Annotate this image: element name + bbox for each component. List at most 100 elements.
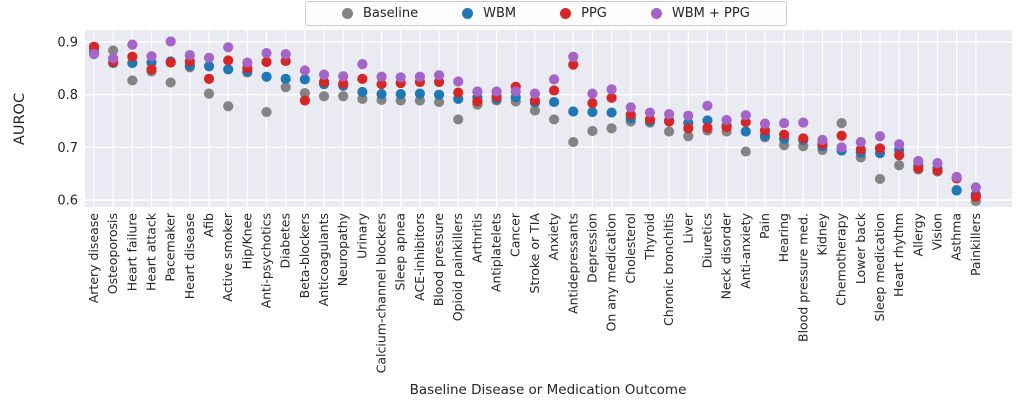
x-tick-labels: Artery disease Osteoporosis Heart failure H…	[86, 212, 983, 373]
data-point-baseline	[299, 87, 310, 99]
y-tick-label: 0.7	[57, 141, 78, 156]
x-tick-label: Heart failure	[124, 213, 139, 292]
y-tick-label: 0.6	[57, 194, 78, 209]
x-tick-label: Chemotherapy	[834, 212, 849, 305]
data-point-baseline	[165, 77, 176, 88]
x-tick-label: Chronic bronchitis	[661, 213, 676, 326]
x-tick-label: Sleep apnea	[393, 213, 408, 291]
data-point-ppg	[548, 85, 560, 96]
data-point-wbm-ppg	[529, 88, 541, 99]
x-tick-label: Antiplatelets	[489, 213, 504, 292]
data-point-ppg	[453, 87, 464, 98]
data-point-wbm-ppg	[548, 74, 560, 85]
data-point-ppg	[798, 133, 809, 144]
x-tick-label: Cholesterol	[623, 213, 638, 284]
x-tick-label: Calcium-channel blockers	[374, 213, 389, 373]
data-point-wbm	[280, 73, 291, 84]
legend-item-wbm: WBM	[440, 6, 538, 21]
data-point-wbm	[261, 71, 272, 82]
x-tick-label: Beta-blockers	[297, 213, 312, 298]
x-tick-label: On any medication	[604, 213, 619, 331]
data-point-wbm-ppg	[108, 53, 119, 64]
y-axis-label: AUROC	[12, 93, 28, 145]
data-point-wbm-ppg	[568, 51, 579, 62]
data-point-ppg	[664, 116, 675, 127]
data-point-wbm	[740, 126, 751, 137]
data-point-wbm-ppg	[836, 142, 847, 153]
data-point-wbm-ppg	[318, 69, 330, 80]
data-point-wbm-ppg	[491, 86, 502, 97]
x-tick-label: Anticoagulants	[316, 213, 331, 306]
data-point-wbm-ppg	[433, 70, 445, 81]
data-point-ppg	[165, 57, 176, 68]
data-point-wbm-ppg	[951, 171, 962, 182]
data-point-wbm-ppg	[261, 47, 272, 59]
data-point-baseline	[664, 126, 675, 137]
data-point-wbm-ppg	[414, 71, 425, 82]
legend-label: WBM + PPG	[671, 6, 750, 21]
data-point-wbm-ppg	[625, 102, 636, 113]
data-point-wbm-ppg	[395, 72, 406, 83]
data-point-wbm-ppg	[970, 182, 981, 193]
data-point-ppg	[357, 73, 368, 84]
x-tick-label: Heart disease	[182, 213, 197, 300]
data-point-wbm-ppg	[644, 107, 656, 118]
x-tick-label: Sleep medication	[872, 213, 887, 321]
x-tick-label: Painkillers	[968, 213, 983, 276]
data-point-ppg	[721, 122, 732, 133]
data-point-ppg	[625, 109, 636, 120]
data-point-baseline	[108, 45, 119, 56]
data-point-baseline	[127, 75, 138, 86]
data-point-wbm	[433, 89, 445, 100]
data-point-ppg	[894, 150, 905, 161]
data-point-wbm-ppg	[357, 59, 368, 70]
x-tick-label: Heart rhythm	[891, 213, 906, 297]
data-point-baseline	[606, 123, 617, 134]
data-point-wbm-ppg	[280, 49, 291, 60]
data-point-wbm	[203, 61, 215, 72]
x-tick-label: Kidney	[814, 212, 829, 255]
data-point-wbm-ppg	[184, 50, 195, 61]
data-point-wbm-ppg	[664, 109, 675, 120]
legend: Baseline WBM PPG WBM + PPG	[305, 1, 787, 26]
x-tick-label: Diabetes	[278, 213, 293, 269]
data-point-baseline	[894, 160, 905, 171]
x-tick-label: Urinary	[354, 212, 369, 258]
x-tick-label: Afib	[201, 213, 216, 237]
data-point-wbm-ppg	[759, 118, 771, 129]
legend-swatch-icon	[462, 8, 474, 19]
data-point-wbm	[548, 96, 560, 108]
data-point-wbm	[376, 89, 387, 100]
x-tick-label: Vision	[929, 213, 944, 250]
data-point-wbm-ppg	[338, 71, 349, 82]
x-tick-label: Artery disease	[86, 213, 101, 304]
data-point-ppg	[338, 78, 349, 89]
data-point-wbm-ppg	[146, 51, 157, 62]
data-point-baseline	[836, 118, 847, 129]
data-point-wbm	[395, 89, 406, 100]
data-point-wbm-ppg	[855, 136, 866, 148]
x-tick-label: Hearing	[776, 213, 791, 262]
data-point-baseline	[683, 131, 694, 142]
data-point-wbm-ppg	[472, 86, 483, 97]
legend-swatch-icon	[650, 8, 662, 19]
data-point-wbm-ppg	[874, 131, 886, 142]
data-point-baseline	[874, 173, 886, 185]
data-point-wbm-ppg	[740, 110, 751, 121]
x-tick-label: Neuropathy	[335, 212, 350, 286]
data-point-wbm-ppg	[721, 114, 732, 126]
x-tick-label: Antidepressants	[565, 213, 580, 314]
data-point-ppg	[606, 92, 617, 103]
legend-item-ppg: PPG	[538, 6, 629, 21]
x-tick-label: Opioid painkillers	[450, 213, 465, 321]
x-tick-label: Anti-psychotics	[259, 213, 274, 308]
data-point-wbm-ppg	[299, 65, 310, 76]
data-point-wbm	[357, 86, 368, 98]
data-point-ppg	[203, 73, 215, 84]
data-point-ppg	[223, 55, 234, 66]
data-point-wbm-ppg	[165, 36, 176, 47]
data-point-wbm	[223, 64, 234, 75]
data-point-wbm-ppg	[702, 100, 713, 111]
data-point-wbm-ppg	[683, 110, 694, 121]
